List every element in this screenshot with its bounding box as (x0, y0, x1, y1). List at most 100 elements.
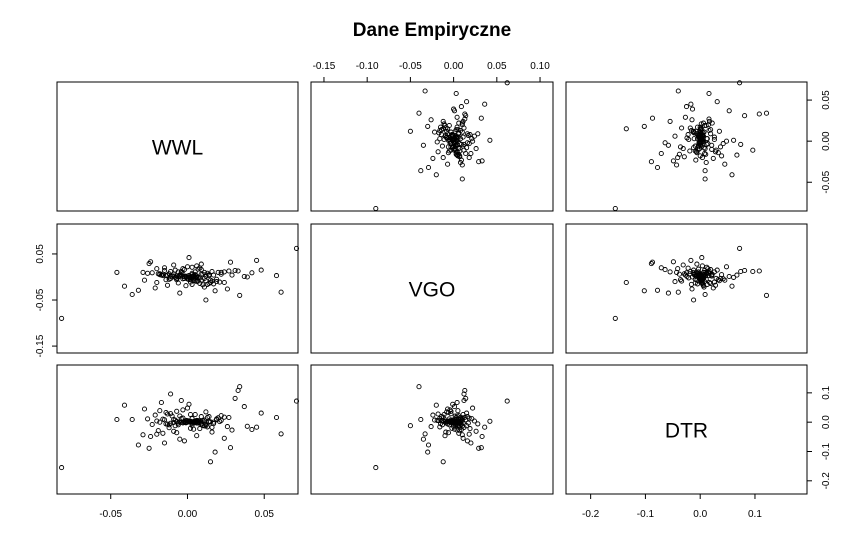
data-point (146, 445, 152, 451)
data-point (244, 274, 250, 280)
data-point (699, 263, 705, 269)
data-point (649, 115, 656, 121)
data-point (443, 429, 449, 435)
data-point (171, 428, 177, 434)
data-point (716, 128, 722, 134)
data-point (476, 445, 482, 451)
data-point (641, 288, 647, 294)
tick-label: 0.1 (748, 509, 762, 520)
data-point (420, 436, 426, 442)
data-point (192, 419, 198, 425)
data-point (226, 268, 232, 274)
data-point (174, 430, 180, 436)
data-point (229, 272, 235, 278)
data-point (183, 283, 189, 289)
data-point (164, 411, 171, 417)
data-point (163, 421, 169, 427)
data-point (180, 266, 186, 272)
data-point (676, 271, 682, 277)
data-point (174, 408, 180, 414)
data-point (416, 384, 422, 390)
data-point (154, 266, 160, 272)
data-point (689, 286, 695, 292)
panel-wwl-vgo (310, 80, 554, 212)
data-point (177, 419, 183, 425)
data-point (439, 143, 445, 149)
data-point (187, 411, 194, 418)
data-point (197, 426, 203, 432)
data-point (189, 419, 195, 426)
data-point (451, 419, 458, 426)
data-point (157, 419, 163, 425)
data-point (685, 132, 691, 138)
data-point (273, 414, 280, 421)
data-point (704, 270, 710, 276)
data-point (702, 150, 708, 157)
data-point (171, 419, 177, 426)
data-point (154, 418, 160, 424)
data-point (706, 279, 713, 286)
data-point (677, 144, 684, 150)
tick-label: -0.05 (35, 288, 46, 311)
data-point (684, 135, 690, 141)
data-point (654, 164, 661, 171)
data-point (211, 272, 217, 278)
data-point (681, 154, 687, 160)
data-point (469, 416, 475, 422)
data-point (428, 424, 434, 430)
data-point (475, 131, 481, 137)
data-point (717, 144, 724, 150)
data-point (428, 117, 434, 123)
data-point (462, 387, 468, 394)
data-point (435, 149, 441, 155)
data-point (218, 269, 224, 275)
tick-label: 0.0 (821, 415, 832, 429)
tick-label: 0.05 (254, 509, 274, 520)
data-point (670, 259, 676, 265)
data-point (458, 104, 464, 110)
data-point (683, 104, 690, 110)
data-point (738, 268, 744, 275)
data-point (504, 398, 510, 404)
data-point (214, 279, 220, 285)
data-point (694, 261, 700, 267)
data-point (742, 113, 748, 119)
data-point (731, 137, 737, 143)
panel-wwl-wwl: WWL (56, 81, 299, 212)
data-point (407, 128, 413, 134)
x-axis-bottom-dtr: -0.2 -0.1 0.0 0.1 (582, 493, 762, 520)
data-point (649, 259, 656, 265)
data-point (451, 426, 458, 432)
data-point (457, 136, 464, 142)
data-point (437, 127, 443, 134)
data-point (677, 277, 684, 283)
data-point (504, 80, 510, 86)
data-point (479, 158, 485, 164)
data-point (478, 115, 484, 121)
panel-vgo-vgo: VGO (310, 223, 554, 354)
data-point (706, 118, 713, 124)
data-point (407, 423, 413, 429)
data-point (691, 136, 697, 142)
data-point (452, 146, 458, 152)
data-point (460, 143, 466, 149)
data-point (469, 136, 475, 142)
panel-frame (56, 81, 299, 212)
data-point (425, 442, 432, 448)
data-point (667, 269, 673, 275)
data-point (237, 292, 243, 298)
data-point (459, 120, 465, 126)
data-point (444, 409, 450, 415)
data-point (454, 124, 460, 130)
data-point (433, 402, 439, 408)
data-point (756, 111, 762, 117)
tick-label: 0.05 (821, 90, 832, 110)
data-point (723, 138, 730, 144)
data-point (293, 398, 300, 404)
data-point (373, 205, 379, 212)
data-point (734, 152, 740, 158)
data-point (612, 315, 618, 321)
data-point (688, 101, 694, 107)
data-point (273, 273, 280, 279)
data-point (232, 395, 238, 401)
